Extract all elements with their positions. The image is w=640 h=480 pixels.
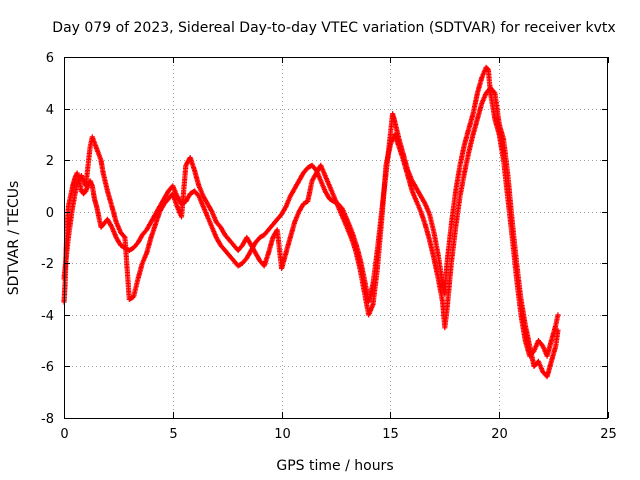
y-tick-label: 4 — [46, 103, 54, 118]
x-tick-label: 15 — [382, 427, 399, 442]
chart-title: Day 079 of 2023, Sidereal Day-to-day VTE… — [52, 20, 615, 36]
y-tick-label: -4 — [41, 309, 54, 324]
y-tick-label: 6 — [46, 51, 54, 66]
y-tick-label: 0 — [46, 206, 54, 221]
series-main-markers — [61, 64, 561, 359]
x-tick-label: 20 — [491, 427, 508, 442]
y-tick-label: 2 — [46, 154, 54, 169]
y-tick-label: -8 — [41, 412, 54, 427]
data-marks — [61, 64, 561, 380]
x-axis-label: GPS time / hours — [276, 458, 393, 474]
grid-layer — [64, 57, 608, 418]
series-secondary — [61, 85, 561, 380]
series-main — [61, 64, 561, 359]
x-tick-label: 10 — [274, 427, 291, 442]
plot-frame — [64, 57, 608, 419]
y-tick-label: -6 — [41, 360, 54, 375]
y-tick-label: -2 — [41, 257, 54, 272]
x-tick-label: 5 — [169, 427, 177, 442]
axis-ticks: 0 5 10 15 20 25 -8 -6 -4 -2 0 2 4 6 — [41, 51, 617, 442]
x-tick-label: 25 — [600, 427, 617, 442]
y-axis-label: SDTVAR / TECUs — [6, 181, 22, 296]
series-secondary-markers — [61, 85, 561, 380]
x-tick-label: 0 — [60, 427, 68, 442]
